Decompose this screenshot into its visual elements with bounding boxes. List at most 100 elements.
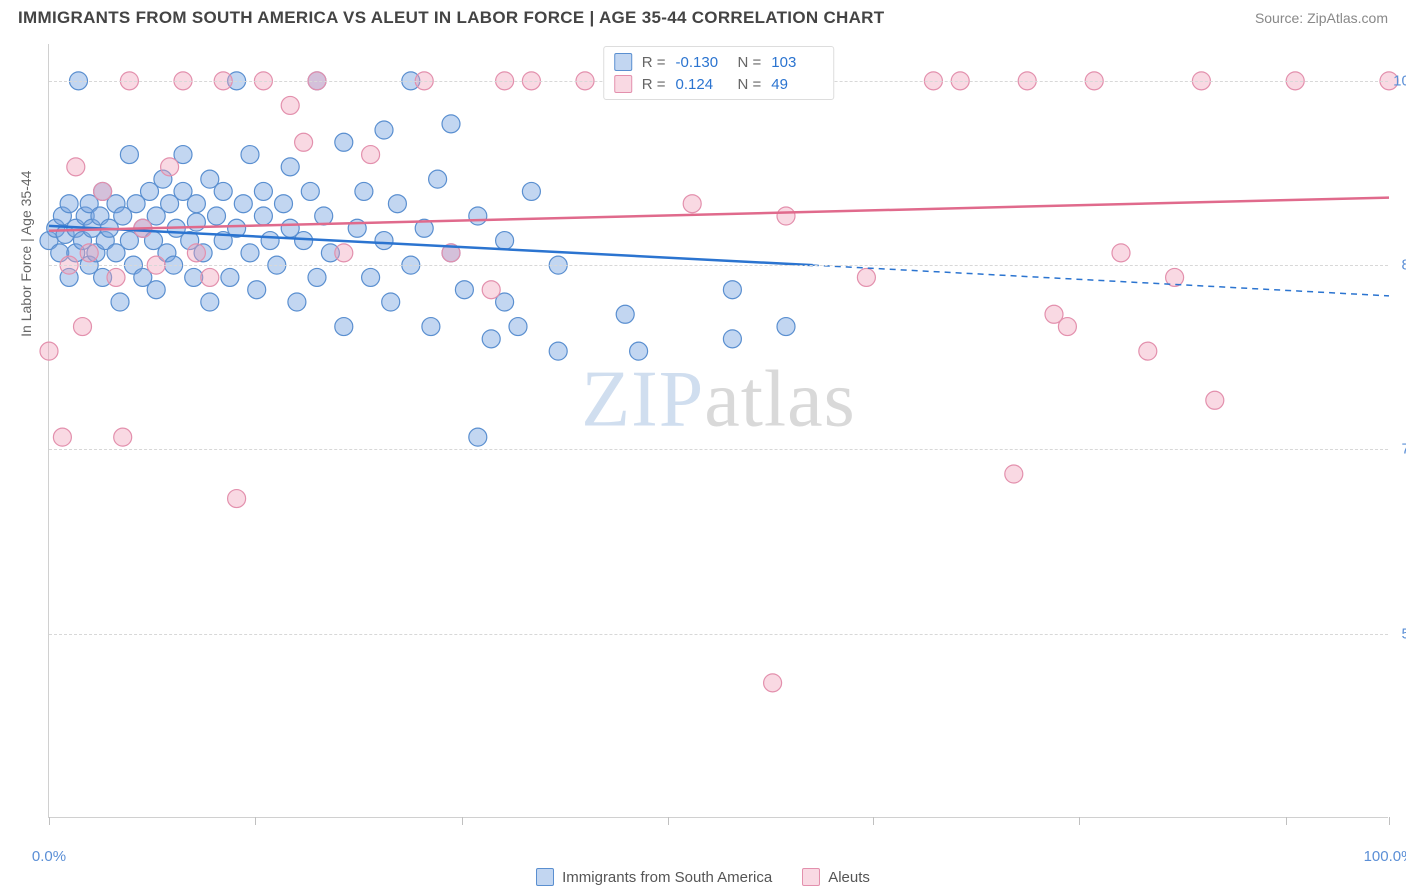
- data-point: [429, 170, 447, 188]
- n-value-series2: 49: [771, 76, 823, 93]
- data-point: [683, 195, 701, 213]
- data-point: [234, 195, 252, 213]
- y-tick-label: 100.0%: [1393, 72, 1406, 89]
- legend-swatch-series2: [802, 868, 820, 886]
- x-tick: [668, 817, 669, 825]
- data-point: [422, 318, 440, 336]
- data-point: [281, 96, 299, 114]
- correlation-row-series1: R = -0.130 N = 103: [614, 51, 824, 73]
- data-point: [777, 318, 795, 336]
- swatch-series2: [614, 75, 632, 93]
- data-point: [201, 268, 219, 286]
- data-point: [630, 342, 648, 360]
- data-point: [764, 674, 782, 692]
- data-point: [120, 146, 138, 164]
- gridline: [49, 634, 1388, 635]
- data-point: [857, 268, 875, 286]
- y-tick-label: 85.0%: [1401, 257, 1406, 274]
- data-point: [74, 318, 92, 336]
- data-point: [261, 232, 279, 250]
- x-tick: [1286, 817, 1287, 825]
- data-point: [60, 195, 78, 213]
- data-point: [375, 232, 393, 250]
- legend-label-series1: Immigrants from South America: [562, 869, 772, 886]
- x-tick-label: 100.0%: [1364, 848, 1406, 865]
- data-point: [308, 268, 326, 286]
- data-point: [723, 330, 741, 348]
- data-point: [355, 182, 373, 200]
- data-point: [67, 158, 85, 176]
- legend-swatch-series1: [536, 868, 554, 886]
- data-point: [94, 182, 112, 200]
- data-point: [228, 490, 246, 508]
- data-point: [53, 428, 71, 446]
- data-point: [187, 195, 205, 213]
- data-point: [388, 195, 406, 213]
- data-point: [248, 281, 266, 299]
- data-point: [1139, 342, 1157, 360]
- data-point: [455, 281, 473, 299]
- data-point: [482, 330, 500, 348]
- x-tick: [255, 817, 256, 825]
- data-point: [241, 146, 259, 164]
- data-point: [111, 293, 129, 311]
- data-point: [208, 207, 226, 225]
- source-link[interactable]: ZipAtlas.com: [1307, 10, 1388, 26]
- data-point: [107, 268, 125, 286]
- x-tick-label: 0.0%: [32, 848, 66, 865]
- data-point: [301, 182, 319, 200]
- data-point: [80, 244, 98, 262]
- data-point: [335, 244, 353, 262]
- y-axis-label: In Labor Force | Age 35-44: [18, 171, 34, 337]
- data-point: [469, 428, 487, 446]
- data-point: [549, 342, 567, 360]
- data-point: [221, 268, 239, 286]
- scatter-svg: [49, 44, 1388, 817]
- chart-plot-area: ZIPatlas R = -0.130 N = 103 R = 0.124 N …: [48, 44, 1388, 818]
- x-tick: [1079, 817, 1080, 825]
- data-point: [214, 182, 232, 200]
- gridline: [49, 265, 1388, 266]
- data-point: [288, 293, 306, 311]
- x-tick: [1389, 817, 1390, 825]
- data-point: [335, 318, 353, 336]
- data-point: [295, 133, 313, 151]
- correlation-row-series2: R = 0.124 N = 49: [614, 73, 824, 95]
- source-attribution: Source: ZipAtlas.com: [1255, 10, 1388, 26]
- y-tick-label: 70.0%: [1401, 441, 1406, 458]
- correlation-legend: R = -0.130 N = 103 R = 0.124 N = 49: [603, 46, 835, 100]
- gridline: [49, 449, 1388, 450]
- data-point: [295, 232, 313, 250]
- data-point: [254, 182, 272, 200]
- data-point: [469, 207, 487, 225]
- data-point: [723, 281, 741, 299]
- data-point: [315, 207, 333, 225]
- r-value-series2: 0.124: [676, 76, 728, 93]
- data-point: [616, 305, 634, 323]
- data-point: [1112, 244, 1130, 262]
- data-point: [40, 342, 58, 360]
- legend-item-series1: Immigrants from South America: [536, 868, 772, 886]
- data-point: [1058, 318, 1076, 336]
- chart-title: IMMIGRANTS FROM SOUTH AMERICA VS ALEUT I…: [18, 8, 884, 28]
- bottom-legend: Immigrants from South America Aleuts: [0, 868, 1406, 886]
- data-point: [147, 281, 165, 299]
- chart-header: IMMIGRANTS FROM SOUTH AMERICA VS ALEUT I…: [0, 0, 1406, 36]
- data-point: [335, 133, 353, 151]
- data-point: [241, 244, 259, 262]
- data-point: [185, 268, 203, 286]
- data-point: [201, 293, 219, 311]
- data-point: [187, 244, 205, 262]
- data-point: [275, 195, 293, 213]
- data-point: [254, 207, 272, 225]
- data-point: [496, 232, 514, 250]
- data-point: [362, 268, 380, 286]
- x-tick: [462, 817, 463, 825]
- data-point: [114, 428, 132, 446]
- data-point: [161, 158, 179, 176]
- data-point: [362, 146, 380, 164]
- n-value-series1: 103: [771, 54, 823, 71]
- data-point: [375, 121, 393, 139]
- data-point: [1005, 465, 1023, 483]
- r-value-series1: -0.130: [676, 54, 728, 71]
